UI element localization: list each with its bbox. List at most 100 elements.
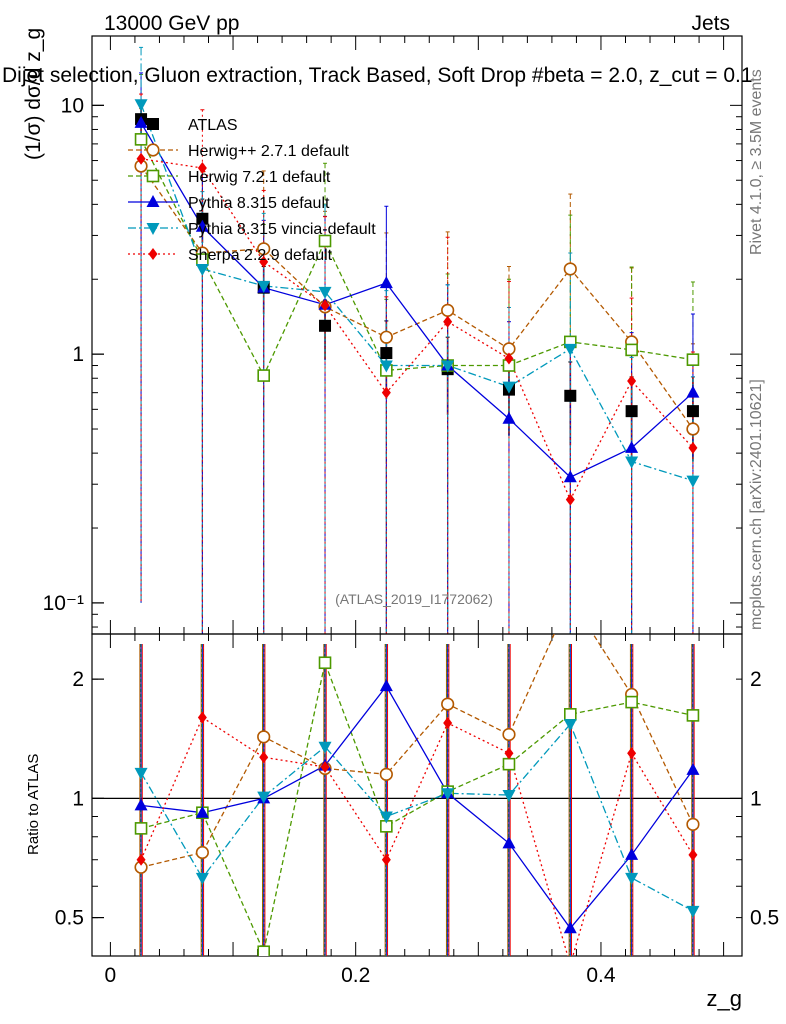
- legend-entry-atlas: ATLAS: [147, 117, 238, 134]
- pythia-8-315-default-point: [686, 385, 700, 398]
- sherpa-2-2-9-default-point: [259, 751, 269, 764]
- sherpa-2-2-9-default-point: [197, 711, 207, 724]
- legend-marker: [146, 143, 160, 157]
- legend-marker: [146, 223, 160, 235]
- pythia-8-315-vincia-default-point: [318, 286, 332, 299]
- pythia-8-315-vincia-default-point: [625, 456, 639, 469]
- y-tick-label: 1: [72, 343, 84, 366]
- herwig-7-2-1-default-point: [134, 133, 148, 146]
- y-tick-label: 0.5: [55, 907, 84, 930]
- sherpa-2-2-9-default-line: [140, 716, 694, 956]
- herwig-2-7-1-default-point: [257, 242, 271, 256]
- legend-entry-herwig-2-7-1-default: Herwig++ 2.7.1 default: [128, 143, 350, 160]
- pythia-8-315-vincia-default-point: [441, 360, 455, 373]
- herwig-2-7-1-default-point: [257, 730, 271, 744]
- main-panel: 10⁻¹ 1 10: [43, 35, 743, 635]
- analysis-watermark: (ATLAS_2019_I1772062): [335, 591, 493, 607]
- pythia-8-315-default-point: [195, 219, 209, 232]
- pythia-8-315-vincia-default-point: [257, 791, 271, 804]
- y-tick-label-right: 2: [750, 668, 762, 691]
- sherpa-2-2-9-default-point: [197, 161, 207, 174]
- ratio-panel: 0.5 0.5 1 1 2 2 0 0.2 0.4: [55, 633, 779, 987]
- pythia-8-315-vincia-default-point: [502, 381, 516, 394]
- pythia-8-315-vincia-default-point: [195, 872, 209, 885]
- legend-entry-herwig-7-2-1-default: Herwig 7.2.1 default: [128, 169, 331, 186]
- sherpa-2-2-9-default-point: [443, 716, 453, 729]
- x-axis-label: z_g: [707, 986, 742, 1011]
- pythia-8-315-default-point: [625, 847, 639, 860]
- pythia-8-315-vincia-default-point: [625, 872, 639, 885]
- herwig-7-2-1-default-point: [257, 369, 270, 382]
- pythia-8-315-vincia-default-point: [441, 788, 455, 801]
- herwig-7-2-1-default-point: [318, 234, 332, 248]
- herwig-2-7-1-default-point: [686, 422, 700, 436]
- atlas-point: [196, 212, 209, 225]
- mcplots-label: mcplots.cern.ch [arXiv:2401.10621]: [748, 379, 765, 630]
- herwig-2-7-1-default-point: [441, 303, 455, 317]
- ratio-y-axis-label: Ratio to ATLAS: [25, 754, 42, 855]
- sherpa-2-2-9-default-point: [504, 352, 514, 365]
- legend-label: Pythia 8.315 default: [188, 195, 330, 212]
- sherpa-2-2-9-default-point: [688, 441, 698, 454]
- sherpa-2-2-9-default-point: [504, 747, 514, 760]
- pythia-8-315-vincia-default-point: [686, 905, 700, 918]
- x-tick-label: 0: [105, 964, 117, 987]
- legend-entry-pythia-8-315-vincia-default: Pythia 8.315 vincia-default: [128, 221, 376, 238]
- sherpa-2-2-9-default-point: [320, 299, 330, 312]
- herwig-7-2-1-default-point: [686, 353, 700, 366]
- pythia-8-315-vincia-default-point: [134, 767, 148, 780]
- pythia-8-315-default-point: [134, 115, 148, 128]
- legend: ATLAS Herwig++ 2.7.1 default Herwig 7.2.1 …: [128, 117, 376, 264]
- x-tick-label: 0.4: [586, 964, 616, 987]
- herwig-2-7-1-default-line: [140, 634, 694, 868]
- sherpa-2-2-9-default-point: [320, 761, 330, 774]
- pythia-8-315-vincia-default-point: [686, 475, 700, 488]
- sherpa-2-2-9-default-point: [565, 493, 575, 506]
- y-tick-label-right: 1: [750, 787, 762, 810]
- energy-label: 13000 GeV pp: [104, 12, 239, 35]
- category-label: Jets: [691, 12, 730, 35]
- legend-label: Herwig++ 2.7.1 default: [188, 143, 350, 160]
- pythia-8-315-vincia-default-point: [195, 263, 209, 276]
- herwig-7-2-1-default-point: [686, 709, 700, 722]
- sherpa-2-2-9-default-point: [627, 747, 637, 760]
- herwig-7-2-1-default-point: [257, 945, 270, 956]
- legend-marker: [146, 169, 160, 183]
- herwig-2-7-1-default-point: [195, 845, 209, 860]
- data-area: [134, 634, 700, 971]
- y-tick-label: 10⁻¹: [43, 592, 84, 615]
- herwig-7-2-1-default-point: [625, 343, 638, 357]
- sherpa-2-2-9-default-point: [381, 853, 391, 866]
- pythia-8-315-vincia-default-point: [379, 360, 393, 373]
- pythia-8-315-default-point: [195, 805, 209, 818]
- pythia-8-315-default-point: [686, 762, 700, 775]
- pythia-8-315-default-line: [141, 685, 694, 930]
- pythia-8-315-vincia-default-point: [134, 99, 148, 112]
- sherpa-2-2-9-default-point: [259, 255, 269, 268]
- herwig-7-2-1-default-point: [318, 656, 332, 670]
- sherpa-2-2-9-default-point: [566, 959, 575, 971]
- herwig-2-7-1-default-point: [379, 767, 393, 781]
- pythia-8-315-default-point: [563, 921, 577, 934]
- rivet-label: Rivet 4.1.0, ≥ 3.5M events: [748, 69, 765, 255]
- herwig-2-7-1-default-point: [441, 697, 455, 711]
- herwig-7-2-1-default-point: [564, 708, 577, 721]
- atlas-point: [564, 389, 577, 402]
- sherpa-2-2-9-default-point: [627, 374, 637, 387]
- atlas-point: [319, 319, 332, 332]
- sherpa-2-2-9-default-point: [136, 152, 146, 165]
- pythia-8-315-vincia-default-point: [563, 719, 577, 732]
- pythia-8-315-vincia-default-line: [140, 722, 694, 912]
- legend-label: Pythia 8.315 vincia-default: [188, 221, 376, 238]
- pythia-8-315-vincia-default-line: [140, 104, 694, 482]
- y-tick-label-right: 0.5: [750, 907, 779, 930]
- y-tick-label: 2: [72, 668, 84, 691]
- plot-title: Dijet selection, Gluon extraction, Track…: [2, 64, 753, 87]
- pythia-8-315-vincia-default-point: [502, 789, 516, 802]
- atlas-point: [380, 347, 393, 360]
- herwig-7-2-1-default-line: [140, 660, 694, 954]
- legend-marker: [146, 195, 160, 207]
- pythia-8-315-default-point: [134, 798, 148, 811]
- pythia-8-315-default-point: [379, 679, 393, 692]
